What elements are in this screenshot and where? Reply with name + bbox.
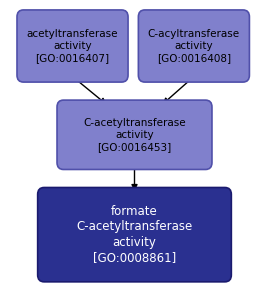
Text: C-acetyltransferase
activity
[GO:0016453]: C-acetyltransferase activity [GO:0016453… [83, 118, 186, 152]
Text: formate
C-acetyltransferase
activity
[GO:0008861]: formate C-acetyltransferase activity [GO… [76, 205, 193, 264]
FancyBboxPatch shape [138, 10, 249, 82]
FancyBboxPatch shape [38, 188, 231, 282]
FancyBboxPatch shape [57, 100, 212, 169]
Text: C-acyltransferase
activity
[GO:0016408]: C-acyltransferase activity [GO:0016408] [148, 29, 240, 63]
Text: acetyltransferase
activity
[GO:0016407]: acetyltransferase activity [GO:0016407] [27, 29, 118, 63]
FancyBboxPatch shape [17, 10, 128, 82]
